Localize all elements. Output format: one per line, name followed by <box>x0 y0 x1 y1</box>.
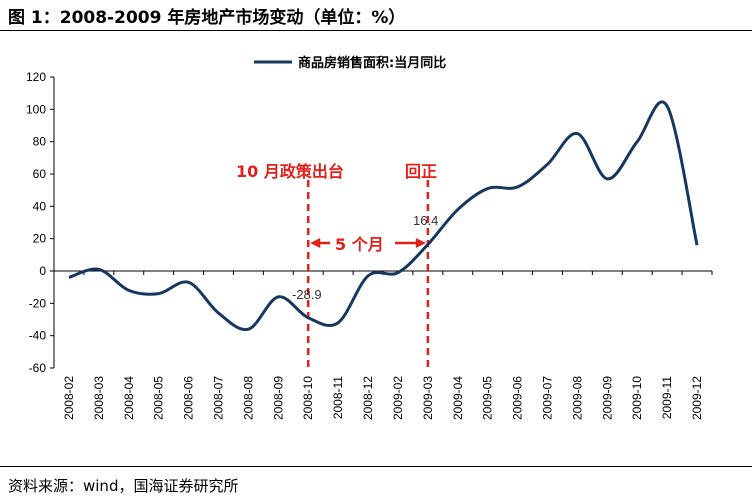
annotation-policy: 10 月政策出台 <box>236 162 344 181</box>
annotations: 10 月政策出台 回正 5 个月 -28.9 16.4 <box>236 162 438 302</box>
title-rule <box>0 30 752 31</box>
annotation-low-value: -28.9 <box>292 287 322 302</box>
source-rule <box>0 466 752 467</box>
x-tick-label: 2008-08 <box>241 376 255 420</box>
annotation-gap: 5 个月 <box>335 235 384 254</box>
gap-arrow-right-head <box>415 238 426 248</box>
annotation-high-value: 16.4 <box>413 213 438 228</box>
x-tick-label: 2008-03 <box>92 376 106 420</box>
x-tick-label: 2009-08 <box>570 376 584 420</box>
y-tick-label: 0 <box>39 264 46 278</box>
legend: 商品房销售面积:当月同比 <box>254 55 446 71</box>
x-tick-label: 2008-12 <box>361 376 375 420</box>
y-tick-label: 80 <box>33 135 47 149</box>
y-tick-label: -40 <box>29 329 47 343</box>
gap-arrow-left-head <box>310 238 321 248</box>
x-tick-label: 2009-03 <box>421 376 435 420</box>
legend-label: 商品房销售面积:当月同比 <box>298 55 446 71</box>
y-tick-label: 40 <box>33 199 47 213</box>
series-group <box>68 100 699 332</box>
x-tick-label: 2009-06 <box>511 376 525 420</box>
x-tick-label: 2008-11 <box>331 376 345 419</box>
x-tick-label: 2009-04 <box>451 376 465 420</box>
y-tick-label: 60 <box>33 167 47 181</box>
x-tick-label: 2009-02 <box>391 376 405 420</box>
x-tick-label: 2008-05 <box>152 376 166 420</box>
x-tick-label: 2009-10 <box>630 376 644 420</box>
x-tick-label: 2008-02 <box>62 376 76 420</box>
marker-lines <box>306 180 430 368</box>
axes: -60 -40 -20 0 20 40 60 80 100 120 2008-02 2008-03 20… <box>26 70 713 420</box>
x-tick-label: 2009-05 <box>481 376 495 420</box>
x-tick-label: 2009-11 <box>660 376 674 419</box>
source-note: 资料来源：wind，国海证券研究所 <box>8 477 239 495</box>
x-tick-label: 2008-06 <box>182 376 196 420</box>
annotation-turn: 回正 <box>405 162 437 181</box>
x-tick-label: 2009-07 <box>541 376 555 420</box>
x-tick-label: 2008-10 <box>301 376 315 420</box>
x-tick-label: 2008-04 <box>122 376 136 420</box>
series-line <box>68 100 699 332</box>
y-tick-label: 120 <box>26 70 46 84</box>
y-tick-label: -60 <box>29 361 47 375</box>
chart-title: 图 1：2008-2009 年房地产市场变动（单位：%） <box>8 8 406 28</box>
y-tick-label: 100 <box>26 102 46 116</box>
x-tick-label: 2009-09 <box>600 376 614 420</box>
y-tick-label: -20 <box>29 296 47 310</box>
gap-arrow <box>310 238 426 248</box>
x-tick-label: 2009-12 <box>690 376 704 420</box>
x-tick-label: 2008-09 <box>271 376 285 420</box>
x-tick-label: 2008-07 <box>212 376 226 420</box>
y-tick-label: 20 <box>33 232 47 246</box>
